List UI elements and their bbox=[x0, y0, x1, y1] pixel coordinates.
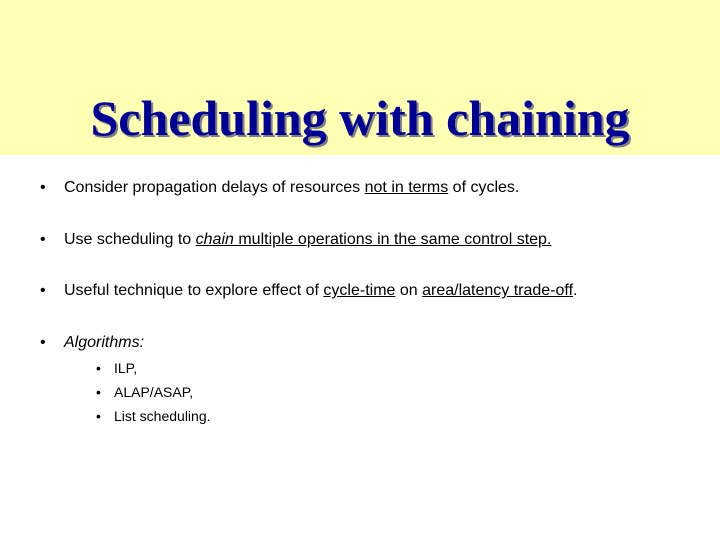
bullet-underline: not in terms bbox=[365, 179, 449, 196]
sub-bullet-item: ALAP/ASAP, bbox=[92, 383, 686, 403]
slide-header: Scheduling with chaining bbox=[0, 0, 720, 155]
sub-bullet-list: ILP, ALAP/ASAP, List scheduling. bbox=[92, 359, 686, 426]
sub-bullet-text: ALAP/ASAP, bbox=[114, 384, 193, 400]
bullet-label: Algorithms: bbox=[64, 334, 144, 351]
bullet-underline: area/latency trade-off bbox=[422, 282, 573, 299]
sub-bullet-item: List scheduling. bbox=[92, 407, 686, 427]
slide: Scheduling with chaining Consider propag… bbox=[0, 0, 720, 540]
bullet-item: Useful technique to explore effect of cy… bbox=[34, 280, 686, 302]
bullet-text: of cycles. bbox=[448, 179, 519, 196]
bullet-text: Consider propagation delays of resources bbox=[64, 179, 365, 196]
bullet-underline: cycle-time bbox=[323, 282, 395, 299]
bullet-text: Use scheduling to bbox=[64, 231, 196, 248]
slide-title: Scheduling with chaining bbox=[90, 89, 629, 147]
bullet-text: . bbox=[573, 282, 577, 299]
sub-bullet-text: List scheduling. bbox=[114, 408, 211, 424]
bullet-item: Algorithms: ILP, ALAP/ASAP, List schedul… bbox=[34, 332, 686, 426]
sub-bullet-item: ILP, bbox=[92, 359, 686, 379]
bullet-item: Use scheduling to chain multiple operati… bbox=[34, 229, 686, 251]
bullet-text: on bbox=[395, 282, 422, 299]
sub-bullet-text: ILP, bbox=[114, 360, 137, 376]
bullet-item: Consider propagation delays of resources… bbox=[34, 177, 686, 199]
slide-body: Consider propagation delays of resources… bbox=[0, 155, 720, 426]
bullet-emph: chain bbox=[196, 231, 234, 248]
bullet-underline: multiple operations in the same control … bbox=[234, 231, 552, 248]
bullet-list: Consider propagation delays of resources… bbox=[34, 177, 686, 426]
bullet-text: Useful technique to explore effect of bbox=[64, 282, 323, 299]
